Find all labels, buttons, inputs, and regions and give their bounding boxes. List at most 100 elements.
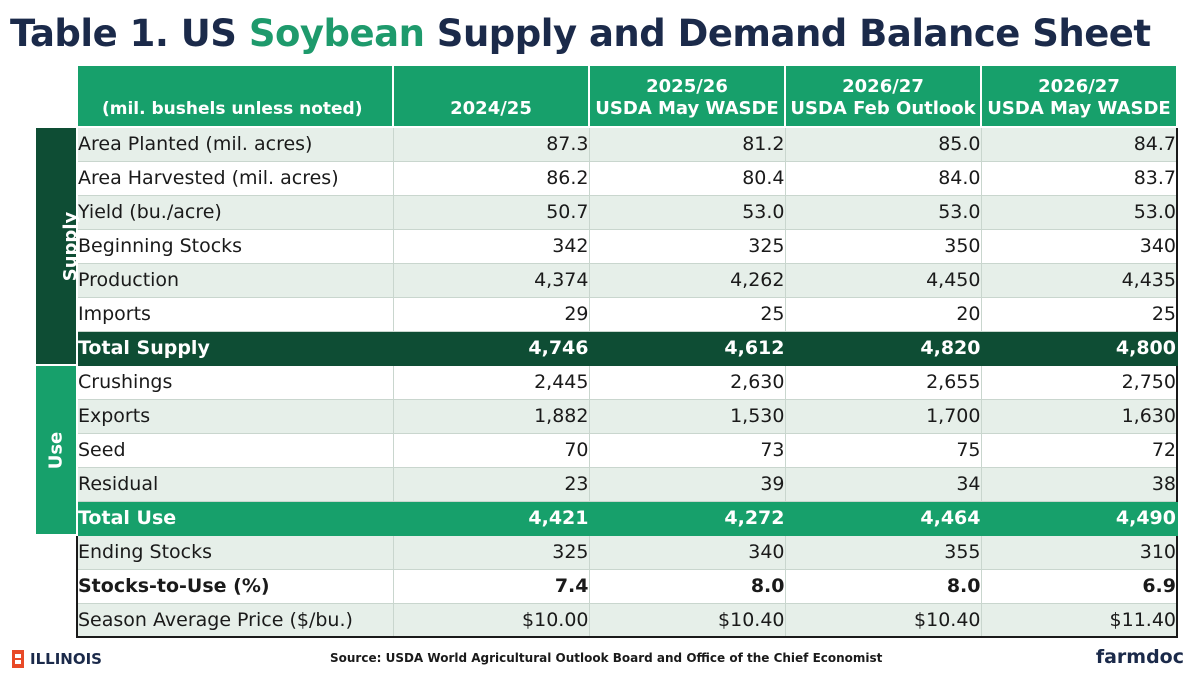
table-header-row: (mil. bushels unless noted) 2024/25 2025… <box>35 64 1178 128</box>
row-label: Residual <box>76 466 394 502</box>
table-row: Supply Area Planted (mil. acres) 87.3 81.2 8… <box>34 126 1178 366</box>
balance-sheet-table: (mil. bushels unless noted) 2024/25 2025… <box>34 64 1178 638</box>
units-note: (mil. bushels unless noted) <box>76 64 394 128</box>
table-cell: 340 <box>588 534 786 570</box>
table-cell: 84.0 <box>784 160 982 196</box>
row-label: Yield (bu./acre) <box>76 194 394 230</box>
table-row: Ending Stocks 325 340 355 310 <box>35 534 1178 637</box>
source-note: Source: USDA World Agricultural Outlook … <box>330 651 883 665</box>
table-cell: 72 <box>980 432 1178 468</box>
row-label: Area Harvested (mil. acres) <box>76 160 394 196</box>
table-row: Stocks-to-Use (%) 7.4 8.0 8.0 6.9 <box>35 568 1178 604</box>
row-label: Beginning Stocks <box>76 228 394 264</box>
table-cell: 4,374 <box>392 262 590 298</box>
row-label: Ending Stocks <box>76 534 394 570</box>
table-row: Beginning Stocks 342 325 350 340 <box>35 228 1178 264</box>
table-cell: 85.0 <box>784 126 982 162</box>
table-cell: 4,746 <box>392 330 590 366</box>
table-cell: 2,750 <box>980 364 1178 400</box>
row-label: Total Use <box>76 500 394 536</box>
table-cell: 87.3 <box>392 126 590 162</box>
table-row: Area Harvested (mil. acres) 86.2 80.4 84.0 8… <box>35 160 1178 196</box>
table-cell: 4,464 <box>784 500 982 536</box>
table-cell: 84.7 <box>980 126 1178 162</box>
table-cell: 2,655 <box>784 364 982 400</box>
table-cell: 340 <box>980 228 1178 264</box>
illinois-logo: ILLINOIS <box>12 648 102 670</box>
table-cell: 34 <box>784 466 982 502</box>
table-cell: $10.40 <box>588 602 786 638</box>
table-cell: 86.2 <box>392 160 590 196</box>
column-header: 2026/27 USDA May WASDE <box>980 64 1178 128</box>
section-label-supply: Supply <box>34 126 81 366</box>
table-cell: 25 <box>588 296 786 332</box>
table-cell: 25 <box>980 296 1178 332</box>
table-cell: 350 <box>784 228 982 264</box>
table-cell: 53.0 <box>784 194 982 230</box>
table-cell: 6.9 <box>980 568 1178 604</box>
table-cell: 4,435 <box>980 262 1178 298</box>
table-row: Season Average Price ($/bu.) $10.00 $10.40… <box>35 602 1178 638</box>
row-label: Total Supply <box>76 330 394 366</box>
table-cell: 53.0 <box>588 194 786 230</box>
table-cell: 23 <box>392 466 590 502</box>
column-header: 2025/26 USDA May WASDE <box>588 64 786 128</box>
title-suffix: Supply and Demand Balance Sheet <box>424 12 1151 55</box>
table-cell: 4,421 <box>392 500 590 536</box>
table-row: Production 4,374 4,262 4,450 4,435 <box>35 262 1178 298</box>
row-label: Stocks-to-Use (%) <box>76 568 394 604</box>
section-label-use: Use <box>34 364 78 536</box>
illinois-logo-text: ILLINOIS <box>30 650 102 668</box>
table-cell: 342 <box>392 228 590 264</box>
table-cell: 4,450 <box>784 262 982 298</box>
page-title: Table 1. US Soybean Supply and Demand Ba… <box>10 6 1190 62</box>
table-cell: 4,800 <box>980 330 1178 366</box>
table-cell: 4,272 <box>588 500 786 536</box>
table-cell: 1,882 <box>392 398 590 434</box>
table-cell: 4,612 <box>588 330 786 366</box>
title-prefix: Table 1. US <box>10 12 249 55</box>
table-cell: 4,490 <box>980 500 1178 536</box>
column-header: 2026/27 USDA Feb Outlook <box>784 64 982 128</box>
header-corner <box>35 65 77 127</box>
table-cell: 355 <box>784 534 982 570</box>
row-label: Season Average Price ($/bu.) <box>76 602 394 638</box>
table-row: Yield (bu./acre) 50.7 53.0 53.0 53.0 <box>35 194 1178 230</box>
table-cell: $10.00 <box>392 602 590 638</box>
table-cell: 80.4 <box>588 160 786 196</box>
table-cell: 70 <box>392 432 590 468</box>
table-cell: 7.4 <box>392 568 590 604</box>
table-cell: 8.0 <box>588 568 786 604</box>
row-label: Area Planted (mil. acres) <box>76 126 394 162</box>
table-cell: 39 <box>588 466 786 502</box>
row-label: Crushings <box>76 364 394 400</box>
table-cell: 2,630 <box>588 364 786 400</box>
row-label: Imports <box>76 296 394 332</box>
section-blank <box>35 535 77 637</box>
row-label: Seed <box>76 432 394 468</box>
table-cell: $10.40 <box>784 602 982 638</box>
table-cell: 38 <box>980 466 1178 502</box>
table-cell: 73 <box>588 432 786 468</box>
table-row: Seed 70 73 75 72 <box>35 432 1178 468</box>
table-cell: 325 <box>392 534 590 570</box>
row-label: Production <box>76 262 394 298</box>
table-cell: 29 <box>392 296 590 332</box>
table-cell: 1,530 <box>588 398 786 434</box>
table-cell: 20 <box>784 296 982 332</box>
table-cell: 4,820 <box>784 330 982 366</box>
table-cell: 75 <box>784 432 982 468</box>
title-accent: Soybean <box>248 12 425 55</box>
table-cell: 1,700 <box>784 398 982 434</box>
column-header: 2024/25 <box>392 64 590 128</box>
table-row: Residual 23 39 34 38 <box>35 466 1178 502</box>
row-label: Exports <box>76 398 394 434</box>
table-row: Total Supply 4,746 4,612 4,820 4,800 <box>35 330 1178 366</box>
table-cell: 4,262 <box>588 262 786 298</box>
table-row: Total Use 4,421 4,272 4,464 4,490 <box>35 500 1178 536</box>
table-row: Exports 1,882 1,530 1,700 1,630 <box>35 398 1178 434</box>
table-cell: 53.0 <box>980 194 1178 230</box>
table-cell: 81.2 <box>588 126 786 162</box>
farmdoc-brand: farmdoc <box>1095 646 1184 668</box>
table-cell: $11.40 <box>980 602 1178 638</box>
